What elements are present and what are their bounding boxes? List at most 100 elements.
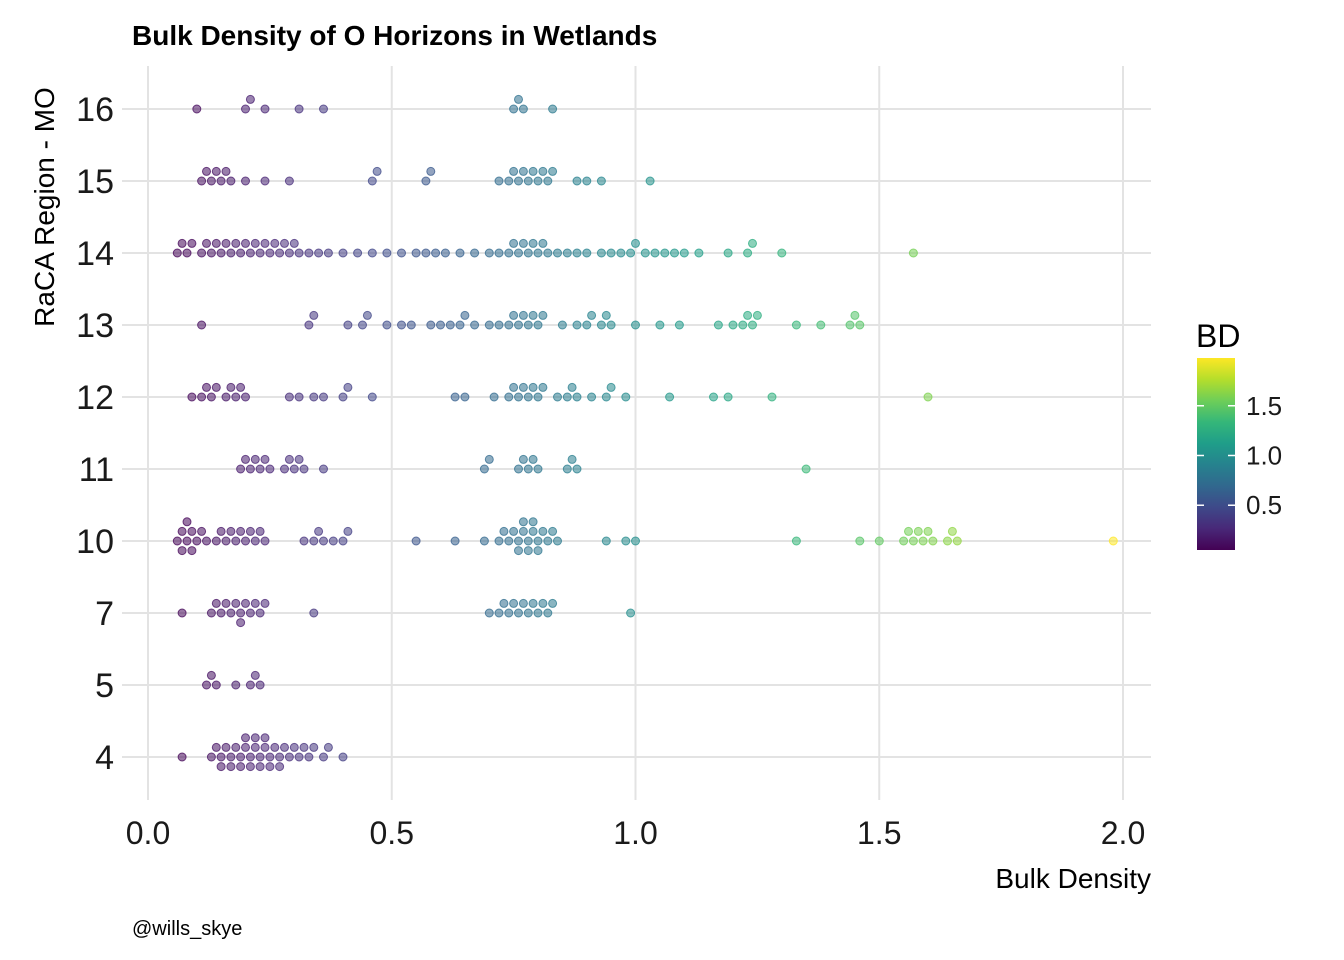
y-tick-10: 10	[76, 523, 114, 561]
point-10-54	[874, 536, 884, 546]
point-14-38	[470, 248, 480, 258]
point-7-7	[236, 608, 246, 618]
point-10-18	[250, 536, 260, 546]
point-14-44	[518, 238, 528, 248]
point-12-17	[450, 392, 460, 402]
point-14-40	[494, 248, 504, 258]
point-10-6	[187, 546, 197, 556]
point-12-8	[236, 382, 246, 392]
point-16-2	[245, 94, 255, 104]
point-13-2	[309, 310, 319, 320]
point-10-22	[309, 536, 319, 546]
point-12-40	[923, 392, 933, 402]
point-7-19	[509, 598, 519, 608]
point-4-34	[323, 742, 333, 752]
point-14-35	[431, 248, 441, 258]
point-10-59	[918, 536, 928, 546]
point-4-8	[231, 742, 241, 752]
point-4-2	[211, 742, 221, 752]
point-14-39	[484, 248, 494, 258]
point-14-16	[255, 248, 265, 258]
point-10-20	[260, 536, 270, 546]
point-10-4	[182, 517, 192, 527]
y-tick-14: 14	[76, 235, 114, 273]
point-7-22	[523, 608, 533, 618]
point-11-20	[562, 464, 572, 474]
point-13-23	[533, 320, 543, 330]
point-12-31	[572, 392, 582, 402]
point-4-32	[309, 742, 319, 752]
point-4-30	[299, 742, 309, 752]
point-7-9	[241, 598, 250, 608]
point-10-38	[518, 517, 528, 527]
x-tick-labels: 0.0 0.5 1.0 1.5 2.0	[126, 815, 1145, 851]
point-14-0	[172, 248, 182, 258]
point-14-62	[670, 248, 679, 258]
point-4-25	[275, 762, 285, 772]
point-14-13	[241, 238, 250, 248]
x-gridlines	[147, 66, 1124, 800]
point-10-52	[791, 536, 801, 546]
point-10-5	[187, 526, 197, 536]
point-13-35	[713, 320, 723, 330]
point-4-28	[289, 742, 299, 752]
point-15-8	[260, 176, 270, 186]
point-14-18	[265, 248, 275, 258]
point-10-58	[913, 526, 923, 536]
point-7-6	[231, 598, 241, 608]
y-axis-label: RaCA Region - MO	[29, 87, 60, 327]
y-tick-16: 16	[76, 91, 114, 129]
point-11-22	[572, 464, 582, 474]
y-tick-15: 15	[76, 163, 114, 201]
point-4-15	[250, 742, 260, 752]
y-tick-12: 12	[76, 379, 114, 417]
point-15-26	[582, 176, 592, 186]
point-7-8	[236, 618, 246, 628]
point-15-21	[533, 176, 543, 186]
point-4-31	[304, 752, 314, 762]
point-5-1	[206, 670, 216, 680]
point-12-28	[553, 392, 562, 402]
point-11-1	[241, 454, 250, 464]
y-tick-4: 4	[95, 739, 114, 777]
point-14-58	[631, 238, 640, 248]
point-14-3	[187, 238, 197, 248]
point-14-64	[694, 248, 704, 258]
point-14-32	[397, 248, 406, 258]
point-14-41	[504, 248, 514, 258]
x-tick-3: 1.5	[857, 815, 901, 851]
point-7-3	[216, 608, 226, 618]
point-12-32	[587, 392, 597, 402]
point-12-19	[489, 392, 499, 402]
point-13-5	[362, 310, 372, 320]
point-11-11	[299, 464, 309, 474]
point-11-6	[265, 464, 275, 474]
point-14-67	[748, 238, 757, 248]
point-15-13	[426, 166, 436, 176]
legend-tick-2: 1.5	[1246, 391, 1282, 421]
point-14-10	[226, 248, 236, 258]
point-12-11	[294, 392, 304, 402]
point-16-9	[548, 104, 558, 114]
point-15-7	[241, 176, 250, 186]
point-4-22	[265, 762, 275, 772]
y-tick-11: 11	[79, 451, 114, 489]
point-14-14	[245, 248, 255, 258]
point-4-33	[319, 752, 328, 762]
point-15-2	[206, 176, 216, 186]
point-10-37	[518, 526, 528, 536]
x-tick-1: 0.5	[370, 815, 414, 851]
point-4-23	[270, 742, 280, 752]
point-13-34	[674, 320, 684, 330]
point-7-18	[504, 608, 514, 618]
point-15-1	[202, 166, 211, 176]
point-4-6	[226, 752, 236, 762]
point-12-10	[284, 392, 294, 402]
point-10-17	[245, 526, 255, 536]
point-10-29	[450, 536, 460, 546]
point-15-17	[514, 176, 523, 186]
point-14-31	[382, 248, 392, 258]
point-13-32	[631, 320, 640, 330]
point-10-45	[538, 526, 548, 536]
point-14-20	[275, 248, 285, 258]
